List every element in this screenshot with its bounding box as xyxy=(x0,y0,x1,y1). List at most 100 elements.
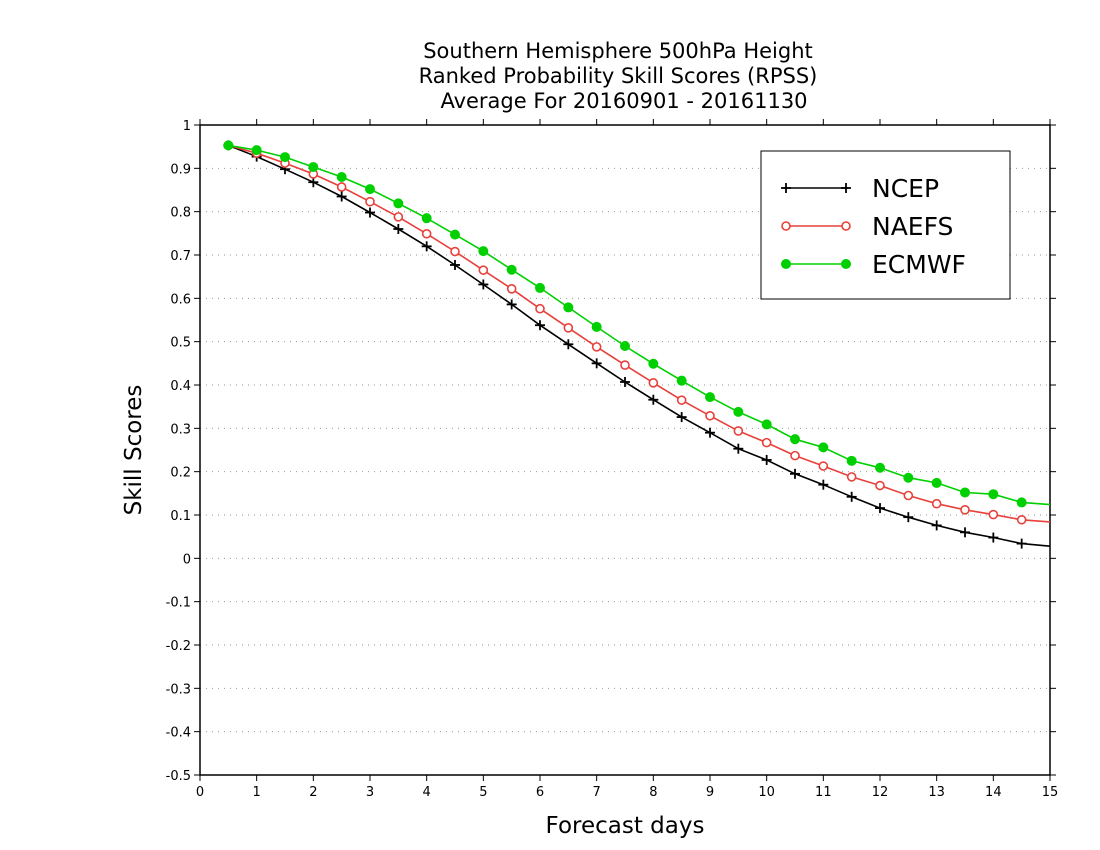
data-point xyxy=(506,299,517,310)
x-tick-label: 15 xyxy=(1042,785,1059,800)
y-tick-label: 0.3 xyxy=(170,422,191,437)
data-point xyxy=(790,434,800,445)
data-point xyxy=(506,264,517,275)
y-tick-label: -0.4 xyxy=(166,726,191,741)
x-tick-label: 11 xyxy=(815,785,832,800)
data-point xyxy=(846,472,857,482)
data-point xyxy=(365,196,375,207)
data-point xyxy=(733,443,744,454)
x-tick-label: 13 xyxy=(928,785,945,800)
data-point xyxy=(676,375,687,386)
y-tick-label: 0.9 xyxy=(170,162,191,177)
data-point xyxy=(705,427,715,438)
x-tick-label: 3 xyxy=(366,785,374,800)
data-point xyxy=(393,198,404,209)
y-tick-label: -0.3 xyxy=(166,682,191,697)
plot-frame xyxy=(199,124,1051,776)
x-tick-label: 10 xyxy=(758,785,775,800)
data-point xyxy=(790,468,800,479)
data-point xyxy=(393,212,404,222)
data-point xyxy=(781,221,791,231)
data-point xyxy=(421,213,432,224)
legend-label: NCEP xyxy=(872,174,939,203)
data-point xyxy=(931,498,942,509)
data-point xyxy=(781,259,791,269)
data-point xyxy=(903,472,914,483)
data-point xyxy=(365,184,375,195)
data-point xyxy=(960,487,970,498)
data-point xyxy=(478,279,489,290)
y-tick-label: 0.1 xyxy=(170,509,191,524)
data-point xyxy=(841,259,851,269)
data-point xyxy=(535,282,545,293)
data-point xyxy=(846,455,857,466)
data-point xyxy=(931,520,942,531)
data-point xyxy=(563,302,574,313)
data-point xyxy=(563,339,574,350)
data-point xyxy=(308,177,319,188)
series-line xyxy=(228,144,1051,547)
data-point xyxy=(591,358,602,369)
data-point xyxy=(1016,497,1027,508)
data-point xyxy=(336,182,347,192)
x-tick-label: 14 xyxy=(985,785,1002,800)
y-tick-label: 0.7 xyxy=(170,249,191,264)
data-point xyxy=(705,392,715,403)
data-point xyxy=(648,378,659,388)
y-tick-label: 0.2 xyxy=(170,466,191,481)
y-tick-label: -0.5 xyxy=(166,769,191,784)
data-point xyxy=(733,426,744,436)
data-point xyxy=(563,322,574,333)
data-point xyxy=(818,479,829,490)
y-tick-label: 0.5 xyxy=(170,336,191,351)
data-point xyxy=(931,477,942,488)
x-tick-label: 7 xyxy=(593,785,601,800)
y-axis: 1 0.9 0.8 0.7 0.6 0.5 0.4 0.3 0.2 0.1 0 -0.1 -0.2 -0.… xyxy=(166,119,1056,784)
data-point xyxy=(535,303,545,314)
data-point xyxy=(818,461,829,471)
y-tick-label: 0.4 xyxy=(170,379,191,394)
data-point xyxy=(705,410,715,421)
data-point xyxy=(450,229,460,240)
series-naefs xyxy=(223,140,1051,525)
y-tick-label: 1 xyxy=(183,119,191,134)
data-point xyxy=(988,532,999,543)
data-point xyxy=(450,246,460,257)
data-point xyxy=(761,437,772,448)
legend-item-naefs: NAEFS xyxy=(781,212,953,241)
data-point xyxy=(308,162,319,173)
data-point xyxy=(841,221,851,231)
y-tick-label: 0.6 xyxy=(170,292,191,307)
x-tick-label: 8 xyxy=(649,785,657,800)
data-point xyxy=(478,265,489,275)
legend-item-ecmwf: ECMWF xyxy=(781,250,966,279)
data-point xyxy=(336,172,347,182)
data-point xyxy=(223,140,234,151)
data-point xyxy=(478,246,489,257)
y-tick-label: 0 xyxy=(183,552,191,567)
x-tick-label: 9 xyxy=(706,785,714,800)
x-tick-label: 4 xyxy=(423,785,431,800)
data-point xyxy=(421,228,432,239)
x-tick-label: 2 xyxy=(309,785,317,800)
data-point xyxy=(1016,514,1027,525)
legend-label: NAEFS xyxy=(872,212,953,241)
data-point xyxy=(620,341,630,351)
data-point xyxy=(450,259,460,270)
data-point xyxy=(393,224,404,234)
x-axis: 0 1 2 3 4 5 6 7 8 9 10 11 12 13 14 15 xyxy=(196,119,1058,800)
x-tick-label: 12 xyxy=(872,785,889,800)
legend: NCEP NAEFS ECMWF xyxy=(760,150,1011,300)
data-point xyxy=(988,489,999,500)
x-tick-label: 5 xyxy=(479,785,487,800)
data-point xyxy=(620,376,630,387)
data-point xyxy=(421,241,432,252)
data-point xyxy=(875,462,885,473)
legend-item-ncep: NCEP xyxy=(781,174,939,203)
y-axis-label: Skill Scores xyxy=(121,385,147,516)
y-tick-label: 0.8 xyxy=(170,206,191,221)
data-point xyxy=(818,442,829,453)
data-point xyxy=(781,183,791,193)
data-point xyxy=(1016,538,1027,549)
